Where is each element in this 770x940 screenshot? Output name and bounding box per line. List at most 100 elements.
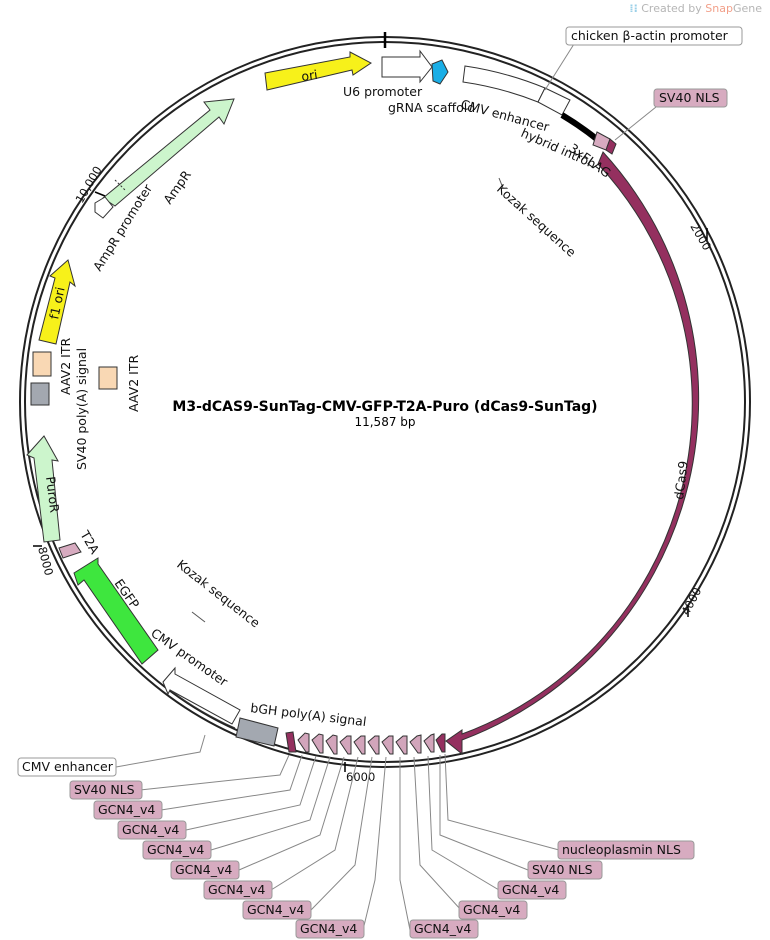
callout-line-l5 <box>238 756 345 871</box>
gcn4-feature-9 <box>409 734 422 754</box>
callout-box-l7 <box>242 900 312 920</box>
callout-box-l1 <box>69 780 143 800</box>
callout-label-l5: GCN4_v4 <box>175 862 232 877</box>
callout-box-r2 <box>458 900 528 920</box>
callout-line-l3 <box>185 755 317 831</box>
chicken-actin-promoter-feature <box>537 87 571 116</box>
aav2-itr-inner-label: AAV2 ITR <box>126 355 141 412</box>
plasmid-length: 11,587 bp <box>354 415 415 429</box>
callout-label-r1: GCN4_v4 <box>414 921 471 936</box>
aav2-itr-left-label: AAV2 ITR <box>58 338 73 395</box>
callout-line-l4 <box>210 756 331 851</box>
tick-6000-label: 6000 <box>346 770 375 784</box>
tick-10000-mark <box>94 191 106 197</box>
callout-label-r4: SV40 NLS <box>532 862 593 877</box>
hybrid-intron-feature <box>560 112 600 143</box>
callout-label-l7: GCN4_v4 <box>247 902 304 917</box>
egfp-feature <box>73 557 159 665</box>
gcn4-feature-1 <box>297 732 310 753</box>
ampr-feature <box>102 98 235 207</box>
kozak-bottom-label: Kozak sequence <box>174 557 263 631</box>
tick-8000-label: 8000 <box>35 545 56 577</box>
gcn4-feature-3 <box>325 734 338 755</box>
f1-ori-label: f1 ori <box>46 286 67 321</box>
puror-feature <box>26 435 61 543</box>
gcn4-feature-2 <box>311 733 324 754</box>
dcas9-feature <box>445 151 700 756</box>
callout-box-l8 <box>295 919 365 939</box>
callout-label-l6: GCN4_v4 <box>208 882 265 897</box>
callout-box-r1 <box>409 919 479 939</box>
aav2-itr-left-feature <box>32 351 52 377</box>
callout-box-r5 <box>557 840 695 860</box>
sv40-polya-feature <box>30 382 50 406</box>
u6-promoter-feature <box>381 49 433 84</box>
sv40-top-callout-label: SV40 NLS <box>659 90 720 105</box>
callout-line-l6 <box>270 756 359 891</box>
callout-box-l4 <box>142 840 212 860</box>
callout-label-l8: GCN4_v4 <box>300 921 357 936</box>
gcn4-feature-8 <box>395 735 408 755</box>
cmv-promoter-label: CMV promoter <box>148 625 231 689</box>
callout-label-l4: GCN4_v4 <box>147 842 204 857</box>
f1-ori-feature <box>38 259 76 345</box>
callout-box-l6 <box>203 880 273 900</box>
callout-line-l7 <box>310 756 373 911</box>
t2a-feature <box>58 542 82 559</box>
chicken-callout-label: chicken β-actin promoter <box>571 28 729 43</box>
credit-brand-b: Gene <box>732 2 762 15</box>
callout-box-r4 <box>527 860 603 880</box>
gcn4-feature-10 <box>423 733 435 753</box>
gcn4-feature-5 <box>353 735 366 755</box>
callout-line-r3 <box>427 755 500 891</box>
ampr-promoter-feature <box>94 196 114 219</box>
dcas9-label: dCas9 <box>671 460 691 500</box>
kozak-top-marker <box>498 177 504 189</box>
callout-line-l8 <box>362 756 387 931</box>
chicken-callout-line <box>544 43 575 91</box>
callout-box-r3 <box>497 880 567 900</box>
callout-label-l1: SV40 NLS <box>74 782 135 797</box>
callout-box-l2 <box>93 800 163 820</box>
aav2-itr-inner-feature <box>98 366 118 390</box>
cmv-promoter-feature <box>162 666 241 725</box>
cmv-enh-bottom-line <box>115 734 206 768</box>
scale-ticks: 2000 4000 6000 8000 10,000 <box>33 164 714 784</box>
bgh-polya-feature <box>235 717 279 747</box>
callout-label-l3: GCN4_v4 <box>122 822 179 837</box>
sv40-top-callout-line <box>614 106 657 141</box>
callout-label-l2: GCN4_v4 <box>98 802 155 817</box>
gcn4-feature-7 <box>381 735 394 755</box>
snapgene-credit: ⁞⁝ Created by SnapGene <box>629 2 762 15</box>
sv40-nls-bottom-feature <box>285 731 297 753</box>
callout-line-r5 <box>444 753 560 851</box>
cmv-enhancer-top-feature <box>462 65 546 103</box>
bottom-callouts: CMV enhancer SV40 NLS GCN4_v4 GCN4_v4 GC… <box>17 757 695 939</box>
ampr-label: AmpR <box>160 167 194 206</box>
grna-scaffold-feature <box>431 59 449 85</box>
tick-4000-label: 4000 <box>678 585 704 617</box>
callout-label-r3: GCN4_v4 <box>502 882 559 897</box>
callout-line-r4 <box>439 755 529 871</box>
cmv-enh-bottom-label: CMV enhancer <box>22 759 114 774</box>
callout-label-r5: nucleoplasmin NLS <box>562 842 681 857</box>
snapgene-logo-icon: ⁞⁝ <box>629 2 638 15</box>
callout-label-r2: GCN4_v4 <box>463 902 520 917</box>
sv40-nls-bottom-2-feature <box>435 733 446 753</box>
callout-box-l5 <box>170 860 240 880</box>
ori-label: ori <box>300 67 318 84</box>
dcas9-junction <box>671 577 685 586</box>
ori-feature <box>264 51 372 91</box>
credit-prefix: Created by <box>641 2 702 15</box>
bottom-callout-lines <box>115 734 560 931</box>
callout-line-l1 <box>139 754 290 791</box>
credit-brand-a: Snap <box>705 2 733 15</box>
plasmid-title: M3-dCAS9-SunTag-CMV-GFP-T2A-Puro (dCas9-… <box>172 399 597 415</box>
sv40-top-callout-box <box>653 88 728 108</box>
cmv-enh-bottom-box <box>17 757 117 777</box>
callout-box-l3 <box>117 820 187 840</box>
gcn4-feature-4 <box>339 735 352 755</box>
kozak-top-label: Kozak sequence <box>494 181 579 260</box>
gcn4-feature-6 <box>367 735 380 755</box>
